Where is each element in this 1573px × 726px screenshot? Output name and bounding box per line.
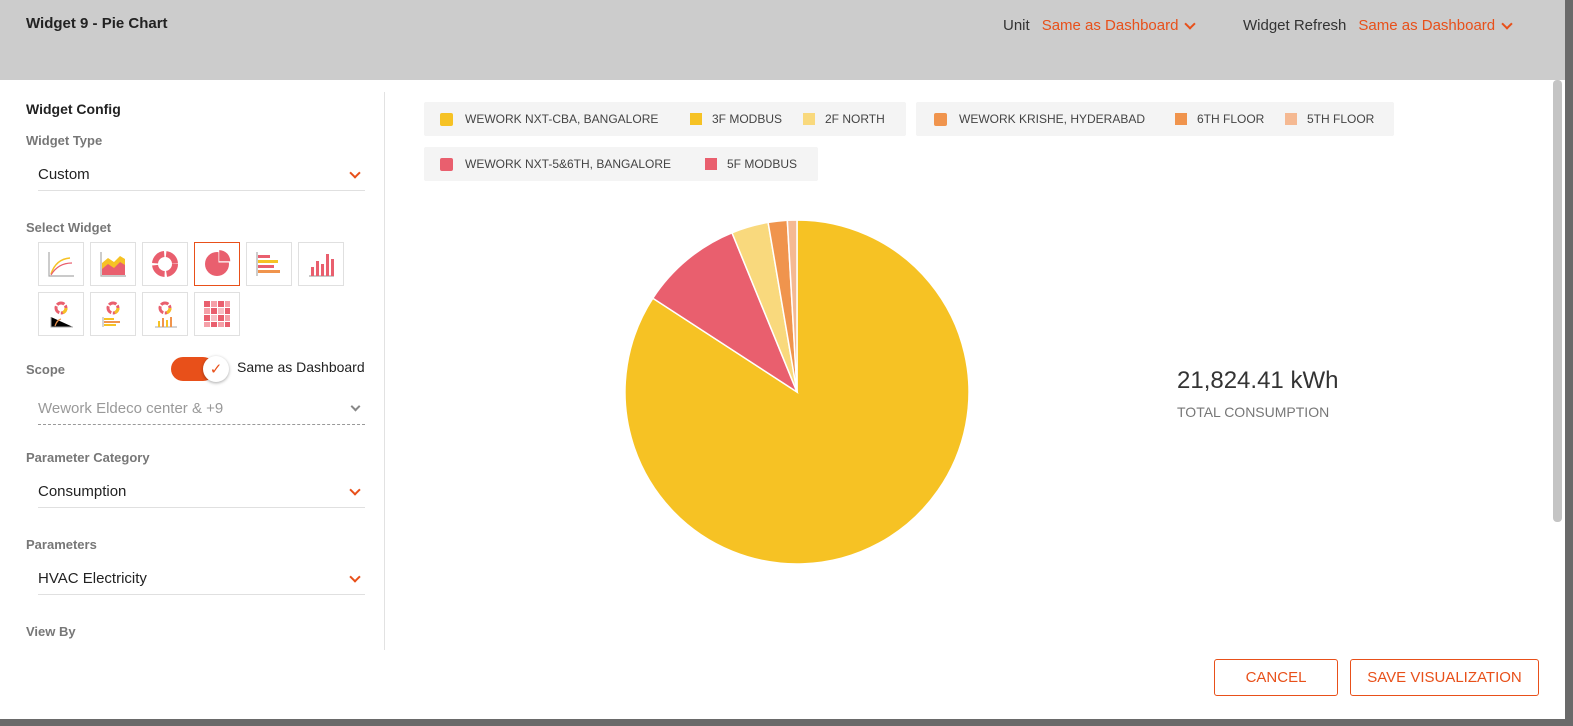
vertical-bar-icon [309,254,334,277]
legend-label: WEWORK NXT-5&6TH, BANGALORE [465,157,672,171]
unit-label: Unit [1003,17,1030,34]
line-chart-button[interactable] [38,242,84,286]
scope-value: Wework Eldeco center & +9 [38,400,224,417]
select-widget-label: Select Widget [26,220,112,235]
parameter-category-value: Consumption [38,483,127,500]
parameter-category-label: Parameter Category [26,450,150,465]
panel-divider [384,92,385,650]
legend-swatch [1285,113,1297,125]
legend-item[interactable]: WEWORK NXT-5&6TH, BANGALORE [440,147,671,181]
chevron-down-icon[interactable] [349,570,361,583]
view-by-label: View By [26,624,76,639]
scope-toggle-label: Same as Dashboard [237,359,365,375]
widget-refresh-dropdown[interactable]: Widget Refresh Same as Dashboard [1243,17,1513,34]
legend-label: WEWORK NXT-CBA, BANGALORE [465,112,659,126]
parameters-select[interactable]: HVAC Electricity [38,563,365,595]
scope-toggle[interactable]: ✓ [171,356,229,382]
widget-type-label: Widget Type [26,133,103,148]
widget-config-title: Widget Config [26,101,121,117]
donut-chart-button[interactable] [142,242,188,286]
pie-chart [624,219,970,565]
legend-swatch [705,158,717,170]
legend-label: 6TH FLOOR [1197,112,1265,126]
chevron-down-icon[interactable] [1501,17,1513,30]
line-chart-icon [48,252,74,277]
donut-line-button[interactable] [38,292,84,336]
widget-type-select[interactable]: Custom [38,159,365,191]
legend-swatch [440,112,453,126]
vertical-bar-button[interactable] [298,242,344,286]
legend-item[interactable]: WEWORK KRISHE, HYDERABAD [934,102,1145,136]
parameters-label: Parameters [26,537,97,552]
legend-item[interactable]: 5TH FLOOR [1285,102,1374,136]
heatmap-icon [204,301,230,327]
legend-swatch [934,112,947,126]
horizontal-bar-icon [256,252,280,276]
legend-item[interactable]: 5F MODBUS [705,147,797,181]
pie-chart-button[interactable] [194,242,240,286]
scope-label: Scope [26,362,66,377]
legend-item[interactable]: WEWORK NXT-CBA, BANGALORE [440,102,658,136]
cancel-button[interactable]: CANCEL [1214,659,1338,696]
vertical-scrollbar[interactable] [1553,80,1562,522]
area-chart-icon [100,252,126,277]
window-edge [0,719,1573,726]
donut-hbar-icon [102,301,120,327]
legend-item[interactable]: 6TH FLOOR [1175,102,1264,136]
total-consumption-label: TOTAL CONSUMPTION [1177,404,1330,420]
widget-refresh-value[interactable]: Same as Dashboard [1358,17,1496,34]
donut-line-icon [50,301,73,328]
save-visualization-button[interactable]: SAVE VISUALIZATION [1350,659,1539,696]
total-consumption-value: 21,824.41 kWh [1177,367,1339,394]
pie-chart-icon [205,250,231,276]
area-chart-button[interactable] [90,242,136,286]
legend-label: 2F NORTH [825,112,885,126]
legend-group-nxt-cba: WEWORK NXT-CBA, BANGALORE 3F MODBUS 2F N… [424,102,906,136]
unit-value[interactable]: Same as Dashboard [1041,17,1179,34]
legend-swatch [690,113,702,125]
legend-item[interactable]: 2F NORTH [803,102,885,136]
parameters-value: HVAC Electricity [38,570,147,587]
donut-hbar-button[interactable] [90,292,136,336]
chevron-down-icon[interactable] [349,483,361,496]
legend-swatch [803,113,815,125]
chevron-down-icon[interactable] [1184,17,1197,30]
legend-label: 5F MODBUS [727,157,798,171]
scope-select: Wework Eldeco center & +9 [38,393,365,425]
donut-vbar-icon [155,301,177,328]
horizontal-bar-button[interactable] [246,242,292,286]
unit-dropdown[interactable]: Unit Same as Dashboard [1003,17,1197,34]
widget-type-value: Custom [38,166,90,183]
heatmap-button[interactable] [194,292,240,336]
legend-group-krishe: WEWORK KRISHE, HYDERABAD 6TH FLOOR 5TH F… [916,102,1394,136]
legend-item[interactable]: 3F MODBUS [690,102,782,136]
check-icon[interactable]: ✓ [203,356,229,382]
pie-slice-5th-floor[interactable] [786,219,798,393]
pie-slice-5f-modbus[interactable] [651,231,799,394]
legend-label: 3F MODBUS [712,112,783,126]
widget-refresh-label: Widget Refresh [1243,17,1347,34]
legend-group-nxt-56: WEWORK NXT-5&6TH, BANGALORE 5F MODBUS [424,147,818,181]
chevron-down-icon [350,401,361,412]
chevron-down-icon[interactable] [349,166,361,179]
legend-swatch [1175,113,1187,125]
legend-swatch [440,157,453,171]
legend-label: 5TH FLOOR [1307,112,1375,126]
donut-vbar-button[interactable] [142,292,188,336]
modal-header: Widget 9 - Pie Chart Unit Same as Dashbo… [0,0,1573,80]
widget-title: Widget 9 - Pie Chart [26,15,168,32]
legend-label: WEWORK KRISHE, HYDERABAD [959,112,1146,126]
parameter-category-select[interactable]: Consumption [38,476,365,508]
window-edge [1565,0,1573,726]
donut-chart-icon [152,251,178,277]
